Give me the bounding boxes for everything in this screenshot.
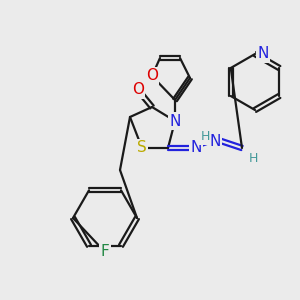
Text: N: N [209,134,221,148]
Text: H: H [248,152,258,166]
Text: O: O [146,68,158,83]
Text: H: H [200,130,210,143]
Text: S: S [137,140,147,155]
Text: O: O [132,82,144,98]
Text: N: N [190,140,202,155]
Text: N: N [257,46,269,62]
Text: F: F [100,244,109,260]
Text: N: N [169,113,181,128]
